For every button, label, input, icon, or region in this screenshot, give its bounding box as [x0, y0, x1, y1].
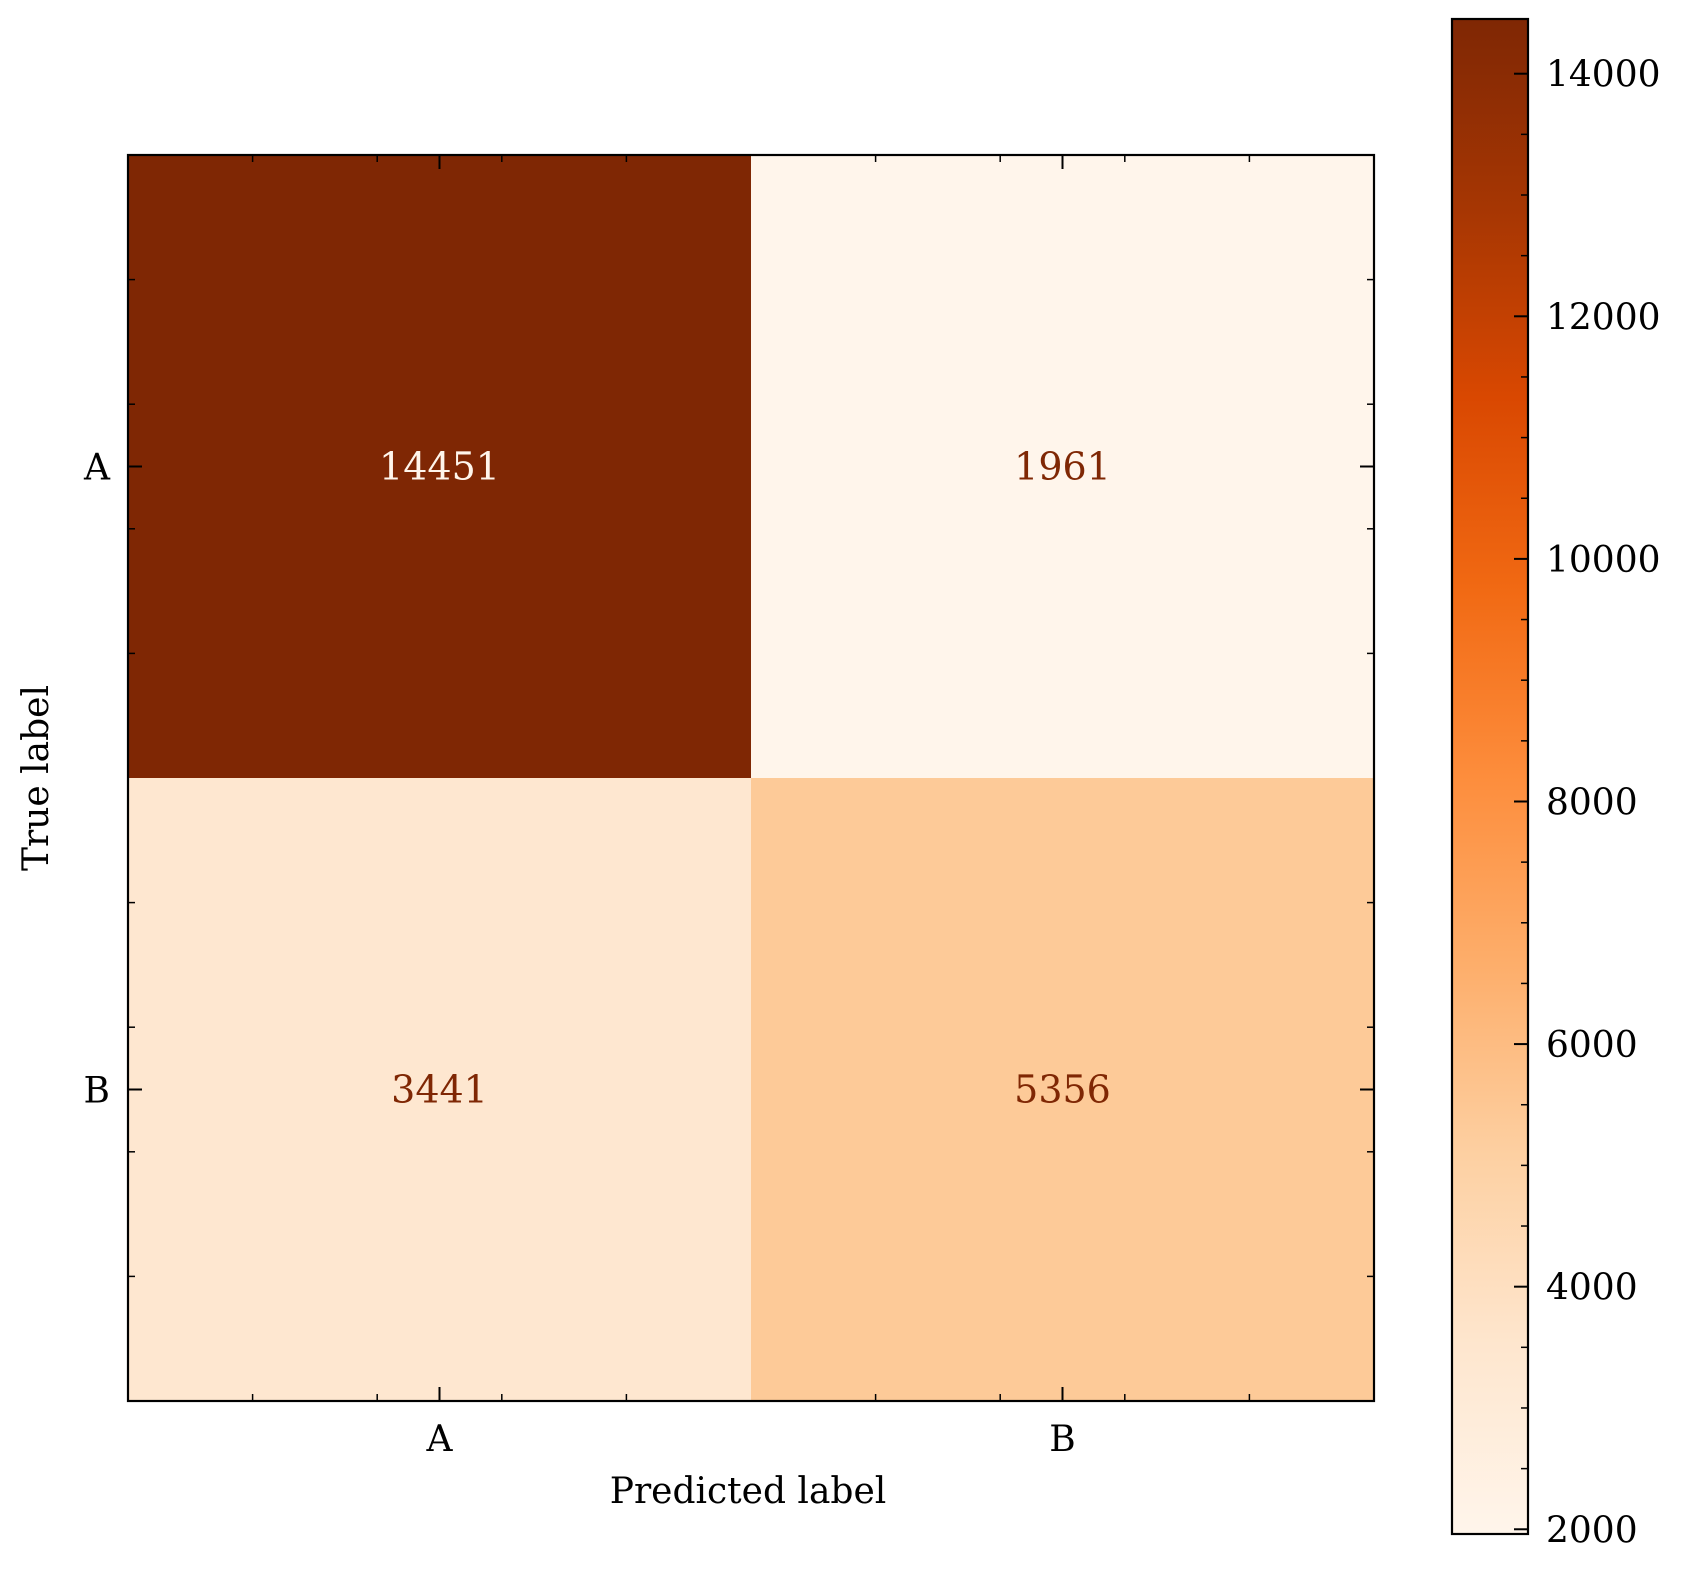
colorbar: 2000 4000 6000 8000 10000 12000 14000	[1450, 17, 1661, 1551]
cell-value-label: 3441	[391, 1068, 488, 1112]
heatmap-cell-true-b-pred-a	[128, 778, 752, 1402]
colorbar-tick-label: 12000	[1546, 297, 1661, 338]
colorbar-tick-label: 8000	[1546, 782, 1638, 823]
colorbar-tick-label: 4000	[1546, 1268, 1638, 1309]
heatmap-cells	[128, 155, 1375, 1402]
colorbar-tick-label: 6000	[1546, 1025, 1638, 1066]
x-axis-label: Predicted label	[610, 1471, 887, 1512]
colorbar-tick-label: 10000	[1546, 540, 1661, 581]
cell-value-label: 1961	[1014, 445, 1111, 489]
y-tick-label: B	[84, 1071, 110, 1112]
colorbar-tick-label: 14000	[1546, 55, 1661, 96]
x-tick-label: A	[426, 1419, 454, 1460]
cell-value-label: 5356	[1014, 1068, 1111, 1112]
cell-value-label: 14451	[379, 445, 500, 489]
plot-frame	[126, 153, 1376, 1403]
colorbar-gradient	[1450, 17, 1530, 1536]
plot-axes: A B A B	[83, 153, 1376, 1460]
cell-value-labels: 14451 1961 3441 5356	[379, 445, 1111, 1112]
colorbar-tick-label: 2000	[1546, 1510, 1638, 1551]
x-tick-label: B	[1049, 1419, 1075, 1460]
heatmap-cell-true-a-pred-a	[128, 155, 752, 779]
heatmap-cell-true-a-pred-b	[751, 155, 1375, 779]
y-tick-label: A	[83, 448, 111, 489]
heatmap-cell-true-b-pred-b	[751, 778, 1375, 1402]
y-axis-label: True label	[16, 685, 57, 871]
